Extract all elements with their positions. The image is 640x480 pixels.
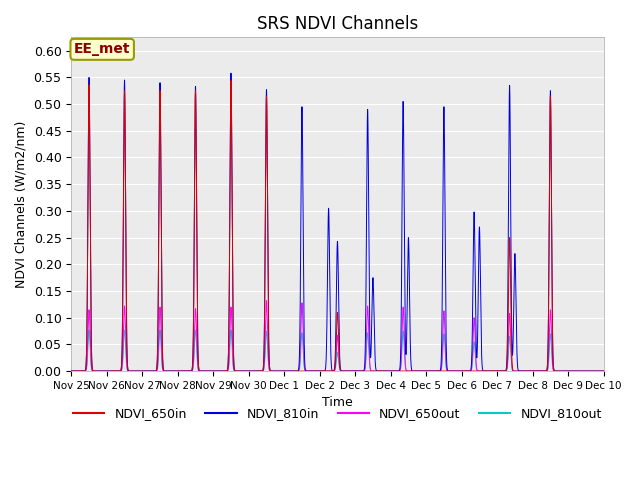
NDVI_650out (349, 368, 356, 374)
NDVI_650in (600, 368, 607, 374)
NDVI_650out (67, 368, 75, 374)
NDVI_650out (529, 368, 537, 374)
Legend: NDVI_650in, NDVI_810in, NDVI_650out, NDVI_810out: NDVI_650in, NDVI_810in, NDVI_650out, NDV… (68, 402, 607, 425)
Title: SRS NDVI Channels: SRS NDVI Channels (257, 15, 418, 33)
NDVI_650out (195, 368, 203, 374)
NDVI_810in (600, 368, 607, 374)
Y-axis label: NDVI Channels (W/m2/nm): NDVI Channels (W/m2/nm) (15, 120, 28, 288)
NDVI_810out (588, 368, 595, 374)
NDVI_650in (227, 78, 235, 84)
NDVI_810in (67, 368, 75, 374)
NDVI_810out (84, 337, 92, 343)
Line: NDVI_810in: NDVI_810in (71, 73, 604, 371)
NDVI_810in (125, 368, 133, 374)
NDVI_650out (600, 368, 607, 374)
NDVI_650in (125, 368, 133, 374)
NDVI_650out (262, 298, 270, 303)
NDVI_650in (67, 368, 75, 374)
NDVI_810out (529, 368, 537, 374)
NDVI_810out (125, 368, 133, 374)
NDVI_810in (588, 368, 595, 374)
NDVI_650out (184, 368, 192, 374)
Text: EE_met: EE_met (74, 42, 131, 56)
NDVI_810in (84, 146, 92, 152)
Line: NDVI_650out: NDVI_650out (71, 300, 604, 371)
NDVI_810in (349, 368, 356, 374)
X-axis label: Time: Time (322, 396, 353, 409)
NDVI_810in (227, 70, 235, 76)
NDVI_810out (67, 368, 75, 374)
NDVI_810out (195, 368, 203, 374)
NDVI_650out (125, 368, 133, 374)
NDVI_650in (84, 152, 92, 158)
NDVI_650in (349, 368, 356, 374)
Line: NDVI_810out: NDVI_810out (71, 330, 604, 371)
NDVI_650in (195, 367, 203, 373)
NDVI_650in (374, 368, 382, 374)
NDVI_650out (588, 368, 595, 374)
NDVI_650in (184, 368, 192, 374)
NDVI_810out (600, 368, 607, 374)
NDVI_810out (85, 327, 93, 333)
NDVI_810in (195, 367, 203, 373)
NDVI_650out (84, 322, 92, 328)
NDVI_810out (349, 368, 356, 374)
NDVI_810in (529, 368, 537, 374)
NDVI_810out (184, 368, 192, 374)
Line: NDVI_650in: NDVI_650in (71, 81, 604, 371)
NDVI_650in (529, 368, 537, 374)
NDVI_810in (184, 368, 192, 374)
